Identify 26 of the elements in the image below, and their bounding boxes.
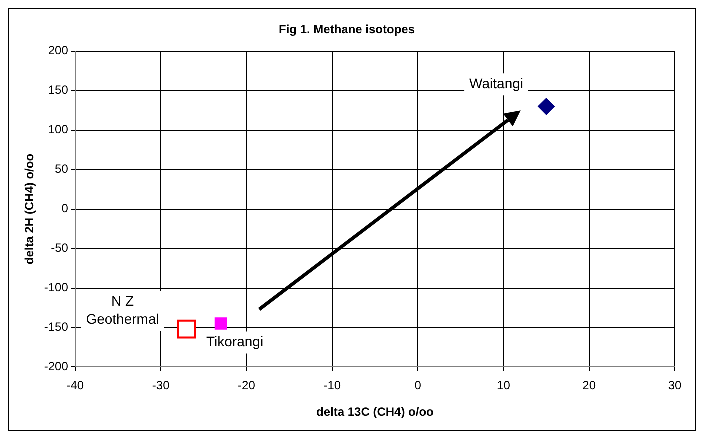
y-axis-title: delta 2H (CH4) o/oo: [22, 154, 37, 265]
x-tick-label: 30: [668, 378, 682, 393]
x-tick-label: -10: [324, 378, 342, 393]
x-tick-label: 20: [582, 378, 596, 393]
y-tick-label: 200: [48, 44, 69, 58]
y-tick-label: 0: [62, 202, 69, 216]
y-tick-label: -100: [44, 280, 69, 295]
x-tick-label: -40: [66, 378, 84, 393]
y-tick-label: 50: [55, 162, 69, 176]
x-axis-title: delta 13C (CH4) o/oo: [316, 405, 434, 420]
y-tick-label: 150: [48, 83, 69, 98]
x-tick-label: -30: [152, 378, 170, 393]
y-tick-label: -150: [44, 320, 69, 334]
chart-title: Fig 1. Methane isotopes: [278, 22, 416, 37]
point: [538, 98, 556, 116]
series-label: Tikorangi: [206, 334, 264, 350]
x-tick-label: 10: [497, 378, 511, 393]
point: [177, 320, 196, 339]
y-tick-label: -50: [51, 241, 69, 256]
y-tick-label: -200: [44, 360, 69, 374]
x-tick-label: -20: [238, 378, 256, 393]
series-label: Waitangi: [470, 76, 524, 92]
y-tick-label: 100: [48, 122, 69, 137]
x-tick-label: 0: [414, 378, 422, 393]
point: [214, 318, 228, 330]
series-label: N Z Geothermal: [86, 293, 160, 328]
